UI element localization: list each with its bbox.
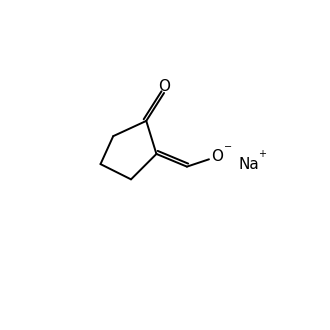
- Text: O: O: [158, 79, 170, 94]
- Text: +: +: [258, 149, 266, 159]
- Text: Na: Na: [239, 157, 259, 172]
- Text: −: −: [224, 142, 232, 152]
- Text: O: O: [212, 149, 223, 164]
